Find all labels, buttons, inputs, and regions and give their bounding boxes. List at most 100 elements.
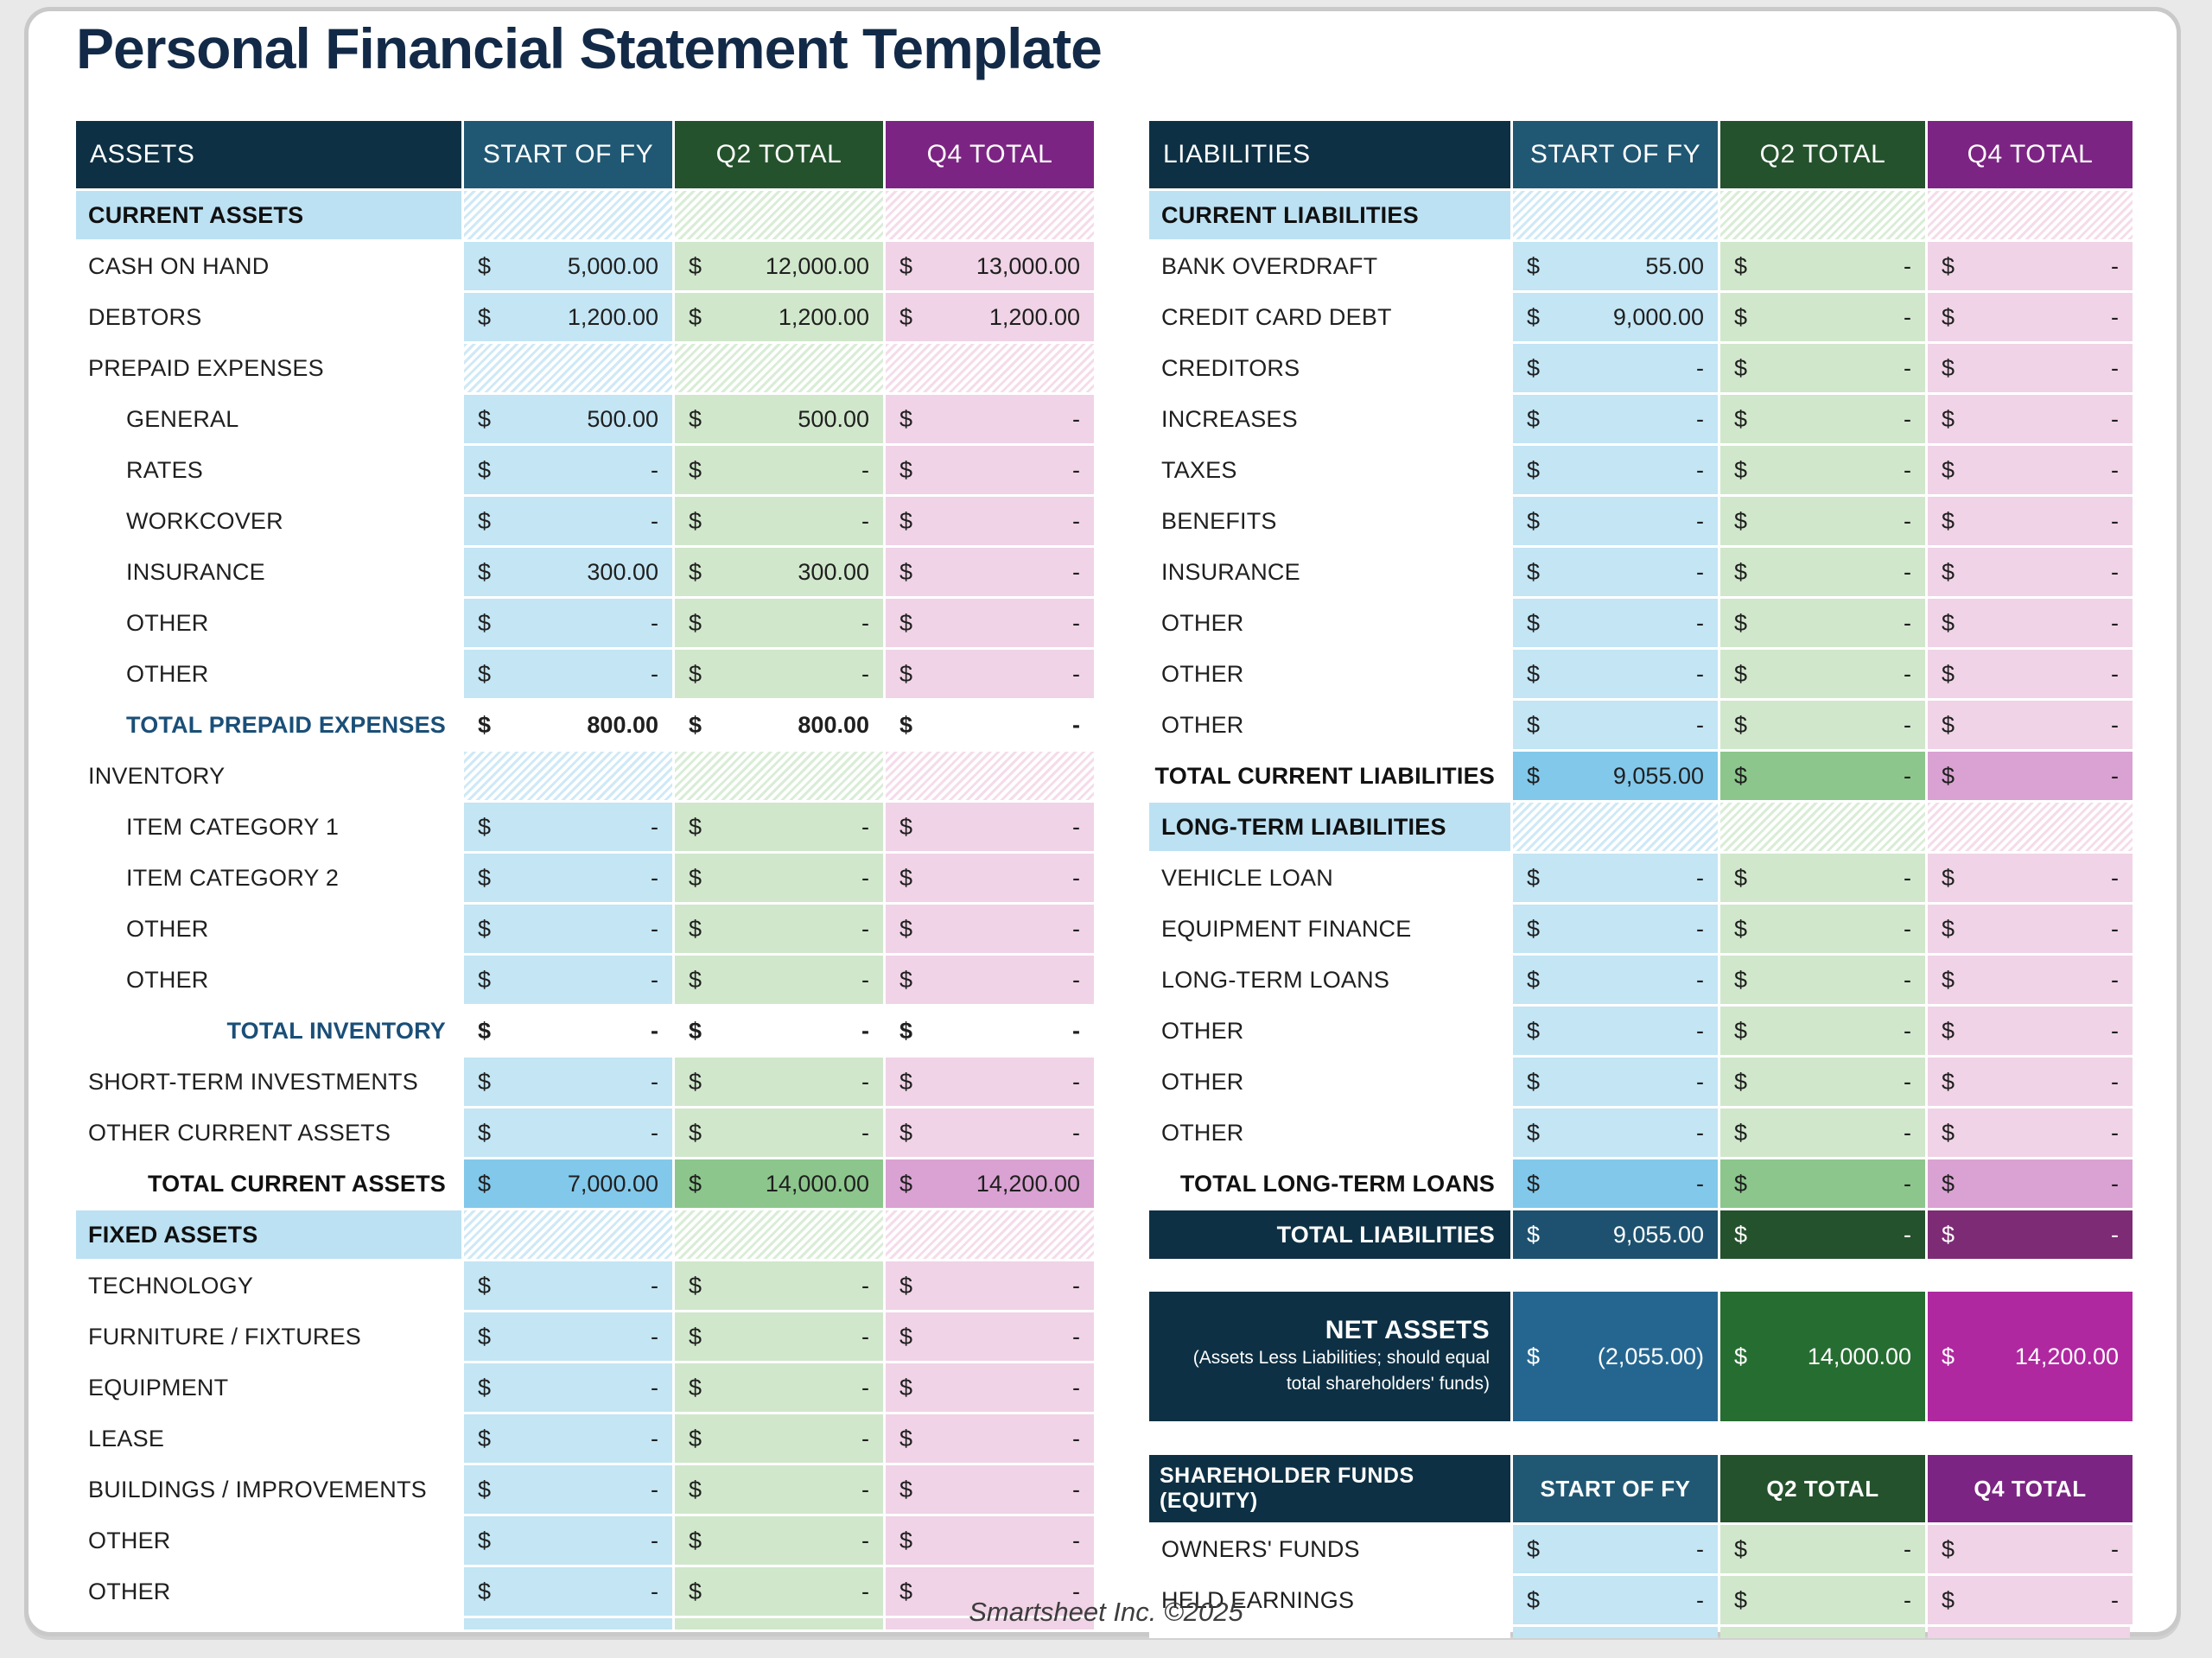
cell-q4-total[interactable]: $ - <box>1928 956 2133 1004</box>
cell-start-of-fy[interactable]: $ - <box>464 1261 672 1310</box>
cell-q4-total[interactable]: $ - <box>1928 752 2133 800</box>
cell-start-of-fy[interactable]: $ - <box>1513 905 1718 953</box>
cell-q2-total[interactable]: $ - <box>675 803 883 851</box>
col-header-start-of-fy[interactable]: START OF FY <box>1513 1455 1718 1522</box>
cell-start-of-fy[interactable]: $ - <box>1513 395 1718 443</box>
table-header-liabilities[interactable]: LIABILITIES <box>1149 121 1510 188</box>
cell-q2-total[interactable]: $ - <box>675 1109 883 1157</box>
cell-start-of-fy[interactable]: $ - <box>464 956 672 1004</box>
cell-q4-total[interactable]: $ - <box>1928 242 2133 290</box>
row-label[interactable]: CREDITORS <box>1149 344 1510 392</box>
cell-q2-total[interactable]: $ - <box>1720 1007 1925 1055</box>
cell-start-of-fy[interactable]: $9,055.00 <box>1513 752 1718 800</box>
cell-q4-total[interactable]: $ - <box>886 803 1094 851</box>
cell-q4-total[interactable]: $ - <box>1928 548 2133 596</box>
col-header-q2-total[interactable]: Q2 TOTAL <box>1720 1455 1925 1522</box>
cell-q2-total[interactable]: $ - <box>675 1567 883 1616</box>
row-label[interactable]: TAXES <box>1149 446 1510 494</box>
cell-start-of-fy[interactable]: $ - <box>464 1363 672 1412</box>
cell-start-of-fy[interactable]: $ - <box>1513 1007 1718 1055</box>
cell-q2-total[interactable]: $ - <box>675 446 883 494</box>
row-label[interactable]: HELD EARNINGS <box>1149 1576 1510 1624</box>
cell-q4-total[interactable]: $ - <box>886 446 1094 494</box>
cell-q4-total[interactable]: $ - <box>886 1465 1094 1514</box>
cell-q2-total[interactable]: $ - <box>675 599 883 647</box>
cell-q2-total[interactable]: $ - <box>1720 752 1925 800</box>
cell-q2-total[interactable]: $ - <box>1720 1576 1925 1624</box>
row-label[interactable]: CASH ON HAND <box>76 242 461 290</box>
cell-q2-total[interactable]: $ - <box>1720 1109 1925 1157</box>
col-header-q4-total[interactable]: Q4 TOTAL <box>886 121 1094 188</box>
cell-q2-total[interactable]: $ - <box>675 1516 883 1565</box>
cell-q2-total[interactable]: $ - <box>675 1363 883 1412</box>
cell-start-of-fy[interactable] <box>464 344 672 392</box>
cell-q4-total[interactable]: $ - <box>886 1567 1094 1616</box>
cell-q4-total[interactable]: $ - <box>886 599 1094 647</box>
row-label[interactable]: OTHER <box>1149 650 1510 698</box>
cell-start-of-fy[interactable]: $ - <box>1513 701 1718 749</box>
cell-start-of-fy[interactable]: $ - <box>1513 1576 1718 1624</box>
cell-q2-total[interactable]: $ - <box>1720 701 1925 749</box>
cell-q2-total[interactable]: $ - <box>675 1058 883 1106</box>
cell-start-of-fy[interactable]: $ - <box>1513 854 1718 902</box>
cell-q2-total[interactable]: $ - <box>675 956 883 1004</box>
cell-q4-total[interactable]: $ - <box>1928 701 2133 749</box>
row-label[interactable]: BANK OVERDRAFT <box>1149 242 1510 290</box>
cell-q4-total[interactable] <box>886 752 1094 800</box>
row-label[interactable]: VEHICLE LOAN <box>1149 854 1510 902</box>
cell-q2-total[interactable]: $ - <box>675 854 883 902</box>
row-label[interactable]: CREDIT CARD DEBT <box>1149 293 1510 341</box>
row-label[interactable]: OTHER <box>1149 1109 1510 1157</box>
table-header-assets[interactable]: ASSETS <box>76 121 461 188</box>
cell-q4-total[interactable]: $13,000.00 <box>886 242 1094 290</box>
row-label[interactable]: RATES <box>76 446 461 494</box>
cell-q2-total[interactable]: $ - <box>675 1414 883 1463</box>
cell-q2-total[interactable]: $ - <box>1720 548 1925 596</box>
cell-q4-total[interactable]: $ - <box>1928 497 2133 545</box>
cell-start-of-fy[interactable]: $ - <box>464 446 672 494</box>
cell-q4-total[interactable]: $ - <box>1928 599 2133 647</box>
cell-q4-total[interactable]: $1,200.00 <box>886 293 1094 341</box>
cell-q2-total[interactable]: $ - <box>1720 293 1925 341</box>
row-label[interactable]: OTHER <box>76 650 461 698</box>
row-label[interactable]: EQUIPMENT <box>76 1363 461 1412</box>
cell-q2-total[interactable]: $ - <box>1720 242 1925 290</box>
row-label[interactable]: EQUIPMENT FINANCE <box>1149 905 1510 953</box>
row-label[interactable]: ITEM CATEGORY 2 <box>76 854 461 902</box>
cell-start-of-fy[interactable]: $ - <box>464 1109 672 1157</box>
row-label[interactable]: TOTAL CURRENT LIABILITIES <box>1149 752 1510 800</box>
cell-q4-total[interactable] <box>886 344 1094 392</box>
cell-start-of-fy[interactable]: $ - <box>1513 1058 1718 1106</box>
row-label[interactable]: OTHER <box>76 1516 461 1565</box>
cell-q4-total[interactable] <box>886 191 1094 239</box>
row-label[interactable]: INCREASES <box>1149 395 1510 443</box>
cell-q4-total[interactable]: $ - <box>886 1516 1094 1565</box>
row-label[interactable]: TOTAL PREPAID EXPENSES <box>76 701 461 749</box>
col-header-start-of-fy[interactable]: START OF FY <box>1513 121 1718 188</box>
cell-q2-total[interactable]: $ - <box>1720 395 1925 443</box>
cell-start-of-fy[interactable]: $ - <box>464 650 672 698</box>
cell-start-of-fy[interactable]: $ - <box>464 1567 672 1616</box>
cell-q2-total[interactable]: $ - <box>675 1007 883 1055</box>
row-label[interactable]: OTHER <box>1149 701 1510 749</box>
cell-q4-total[interactable]: $ - <box>886 1109 1094 1157</box>
net-assets-label-cell[interactable]: NET ASSETS (Assets Less Liabilities; sho… <box>1149 1292 1510 1421</box>
row-label[interactable]: OTHER <box>76 599 461 647</box>
cell-start-of-fy[interactable]: $ - <box>1513 599 1718 647</box>
cell-q2-total[interactable]: $ - <box>1720 446 1925 494</box>
cell-q2-total[interactable]: $ - <box>1720 854 1925 902</box>
cell-q2-total[interactable]: $14,000.00 <box>675 1159 883 1208</box>
cell-q2-total[interactable]: $ - <box>675 905 883 953</box>
cell-q2-total[interactable]: $ - <box>1720 1159 1925 1208</box>
cell-q2-total[interactable]: $ - <box>1720 1525 1925 1573</box>
cell-q4-total[interactable]: $ - <box>886 1312 1094 1361</box>
cell-start-of-fy[interactable]: $ - <box>1513 650 1718 698</box>
cell-q2-total[interactable] <box>675 191 883 239</box>
row-label[interactable]: LONG-TERM LIABILITIES <box>1149 803 1510 851</box>
cell-q2-total[interactable]: $ - <box>1720 956 1925 1004</box>
col-header-q4-total[interactable]: Q4 TOTAL <box>1928 121 2133 188</box>
row-label[interactable]: TOTAL LONG-TERM LOANS <box>1149 1159 1510 1208</box>
cell-start-of-fy[interactable] <box>464 1210 672 1259</box>
cell-q2-total[interactable]: $ - <box>1720 1058 1925 1106</box>
row-label[interactable]: LONG-TERM LOANS <box>1149 956 1510 1004</box>
